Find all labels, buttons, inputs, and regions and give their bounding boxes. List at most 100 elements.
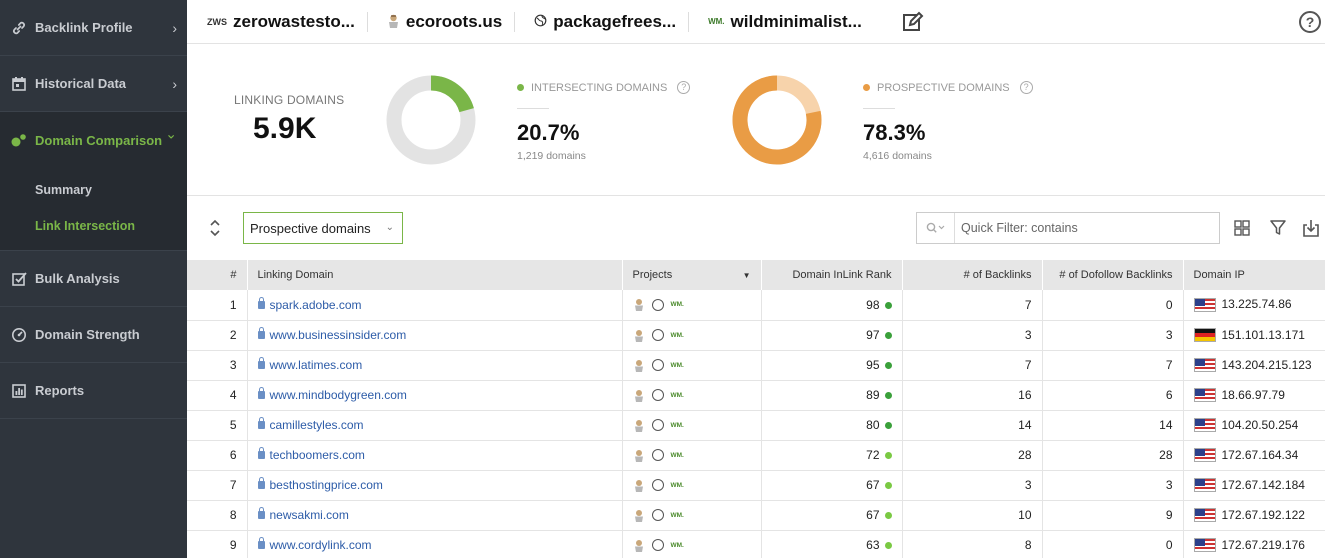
sidebar-item-backlink-profile[interactable]: Backlink Profile › — [0, 0, 187, 56]
backlinks-cell: 14 — [902, 410, 1043, 441]
domain-cell: www.mindbodygreen.com — [247, 380, 623, 411]
wildminimalist-logo-icon: WM. — [670, 361, 684, 369]
domain-ip-value: 172.67.164.34 — [1221, 447, 1299, 462]
ecoroots-logo-icon — [634, 509, 643, 522]
ecoroots-logo-icon — [634, 479, 643, 492]
edit-icon[interactable] — [902, 11, 924, 33]
inlink-rank-value: 98 — [866, 297, 880, 312]
expand-collapse-icon[interactable] — [207, 216, 223, 240]
column-header-inlink-rank[interactable]: Domain InLink Rank — [761, 260, 903, 290]
projects-cell: WM. — [622, 500, 762, 531]
domain-cell: camillestyles.com — [247, 410, 623, 441]
globe-logo-icon — [651, 419, 664, 431]
sidebar-subitem-summary[interactable]: Summary — [35, 183, 92, 197]
usa-flag-icon — [1193, 538, 1216, 553]
lock-icon — [257, 447, 265, 459]
inlink-rank-value: 63 — [866, 538, 880, 552]
domain-link[interactable]: www.mindbodygreen.com — [269, 388, 407, 402]
usa-flag-icon — [1193, 298, 1216, 313]
export-icon[interactable] — [1301, 218, 1321, 238]
sidebar-subitem-link-intersection[interactable]: Link Intersection — [35, 219, 136, 233]
inlink-rank-value: 97 — [866, 328, 880, 342]
column-header-dofollow[interactable]: # of Dofollow Backlinks — [1042, 260, 1184, 290]
sidebar-item-label: Domain Strength — [35, 327, 140, 342]
table-row[interactable]: 3 www.latimes.com WM. 95 7 7 143.204.215.123 — [187, 350, 1325, 381]
prospective-count: 4,616 domains — [863, 150, 932, 162]
table-row[interactable]: 9 www.cordylink.com WM. 63 8 0 172.67.219.176 — [187, 530, 1325, 558]
help-icon[interactable]: ? — [1299, 11, 1321, 33]
inlink-rank-value: 89 — [866, 388, 880, 402]
sidebar-item-historical-data[interactable]: Historical Data › — [0, 56, 187, 112]
backlinks-cell: 3 — [902, 470, 1043, 501]
sidebar-item-reports[interactable]: Reports — [0, 363, 187, 419]
lock-icon — [257, 507, 265, 519]
table-row[interactable]: 4 www.mindbodygreen.com WM. 89 16 6 18.66.97.7… — [187, 380, 1325, 411]
domain-cell: techboomers.com — [247, 440, 623, 471]
domain-cell: besthostingprice.com — [247, 470, 623, 501]
sidebar-item-domain-comparison[interactable]: Domain Comparison ⌄ — [0, 112, 187, 168]
domain-ip-value: 172.67.219.176 — [1221, 537, 1305, 552]
prospective-percent: 78.3% — [863, 120, 926, 145]
domain-link[interactable]: www.latimes.com — [269, 358, 363, 372]
prospective-title: PROSPECTIVE DOMAINS ? — [863, 81, 1033, 94]
sidebar-item-bulk-analysis[interactable]: Bulk Analysis — [0, 251, 187, 307]
domain-ip-cell: 172.67.192.122 — [1183, 500, 1325, 531]
wildminimalist-logo-icon: WM. — [670, 391, 684, 399]
project-logo: ZWS — [207, 16, 227, 27]
dofollow-cell: 28 — [1042, 440, 1184, 471]
domain-ip-cell: 104.20.50.254 — [1183, 410, 1325, 441]
rank-status-dot — [884, 302, 892, 310]
gauge-icon — [10, 326, 28, 344]
sidebar-item-domain-strength[interactable]: Domain Strength — [0, 307, 187, 363]
linking-domains-value: 5.9K — [253, 112, 317, 145]
dofollow-cell: 14 — [1042, 410, 1184, 441]
inlink-rank-value: 72 — [866, 448, 880, 462]
row-index: 9 — [187, 530, 248, 558]
column-header-index[interactable]: # — [187, 260, 248, 290]
filter-icon[interactable] — [1268, 218, 1288, 238]
domain-ip-value: 172.67.192.122 — [1221, 507, 1305, 522]
chevron-right-icon: › — [172, 75, 177, 92]
project-tab-ecoroots[interactable]: ecoroots.us — [366, 0, 514, 43]
usa-flag-icon — [1193, 388, 1216, 403]
globe-logo-icon — [651, 479, 664, 491]
sidebar: Backlink Profile › Historical Data › Dom… — [0, 0, 187, 558]
help-icon[interactable]: ? — [1019, 81, 1033, 94]
domain-link[interactable]: www.businessinsider.com — [269, 328, 407, 342]
domain-link[interactable]: camillestyles.com — [269, 418, 364, 432]
ecoroots-logo-icon — [634, 299, 643, 312]
domain-type-select[interactable]: Prospective domains ⌄ — [243, 212, 403, 244]
grid-view-icon[interactable] — [1232, 218, 1252, 238]
linking-domains-label: LINKING DOMAINS — [234, 93, 345, 107]
backlinks-cell: 7 — [902, 350, 1043, 381]
ecoroots-logo-icon — [634, 449, 643, 462]
table-row[interactable]: 7 besthostingprice.com WM. 67 3 3 172.67.142.1… — [187, 470, 1325, 501]
donut-value-segment — [732, 75, 822, 165]
table-row[interactable]: 2 www.businessinsider.com WM. 97 3 3 151.101.1… — [187, 320, 1325, 351]
search-icon[interactable] — [917, 213, 955, 243]
lock-icon — [257, 477, 265, 489]
domain-link[interactable]: www.cordylink.com — [269, 538, 372, 552]
quick-filter-input[interactable] — [955, 221, 1215, 235]
project-tab-packagefree[interactable]: packagefrees... — [514, 0, 688, 43]
backlinks-cell: 7 — [902, 290, 1043, 321]
project-tab-wildminimalist[interactable]: WM. wildminimalist... — [688, 0, 874, 43]
table-row[interactable]: 5 camillestyles.com WM. 80 14 14 104.20.50.254 — [187, 410, 1325, 441]
project-tab-zerowastestore[interactable]: ZWS zerowastesto... — [187, 0, 367, 43]
inlink-rank-cell: 72 — [761, 440, 903, 471]
column-header-domain-ip[interactable]: Domain IP — [1183, 260, 1325, 290]
domain-link[interactable]: spark.adobe.com — [269, 297, 362, 312]
rank-status-dot — [884, 512, 892, 520]
help-icon[interactable]: ? — [677, 81, 691, 94]
table-row[interactable]: 6 techboomers.com WM. 72 28 28 172.67.164.34 — [187, 440, 1325, 471]
column-header-backlinks[interactable]: # of Backlinks — [902, 260, 1043, 290]
rank-status-dot — [884, 452, 892, 460]
column-header-linking-domain[interactable]: Linking Domain — [247, 260, 623, 290]
domain-link[interactable]: newsakmi.com — [269, 508, 349, 522]
domain-link[interactable]: techboomers.com — [269, 448, 365, 462]
table-row[interactable]: 1 spark.adobe.com WM. 98 7 0 13.225.74.86 — [187, 290, 1325, 321]
table-row[interactable]: 8 newsakmi.com WM. 67 10 9 172.67.192.122 — [187, 500, 1325, 531]
domain-link[interactable]: besthostingprice.com — [269, 478, 383, 492]
sidebar-item-label: Domain Comparison — [35, 132, 163, 148]
column-header-projects[interactable]: Projects ▼ — [621, 260, 762, 290]
